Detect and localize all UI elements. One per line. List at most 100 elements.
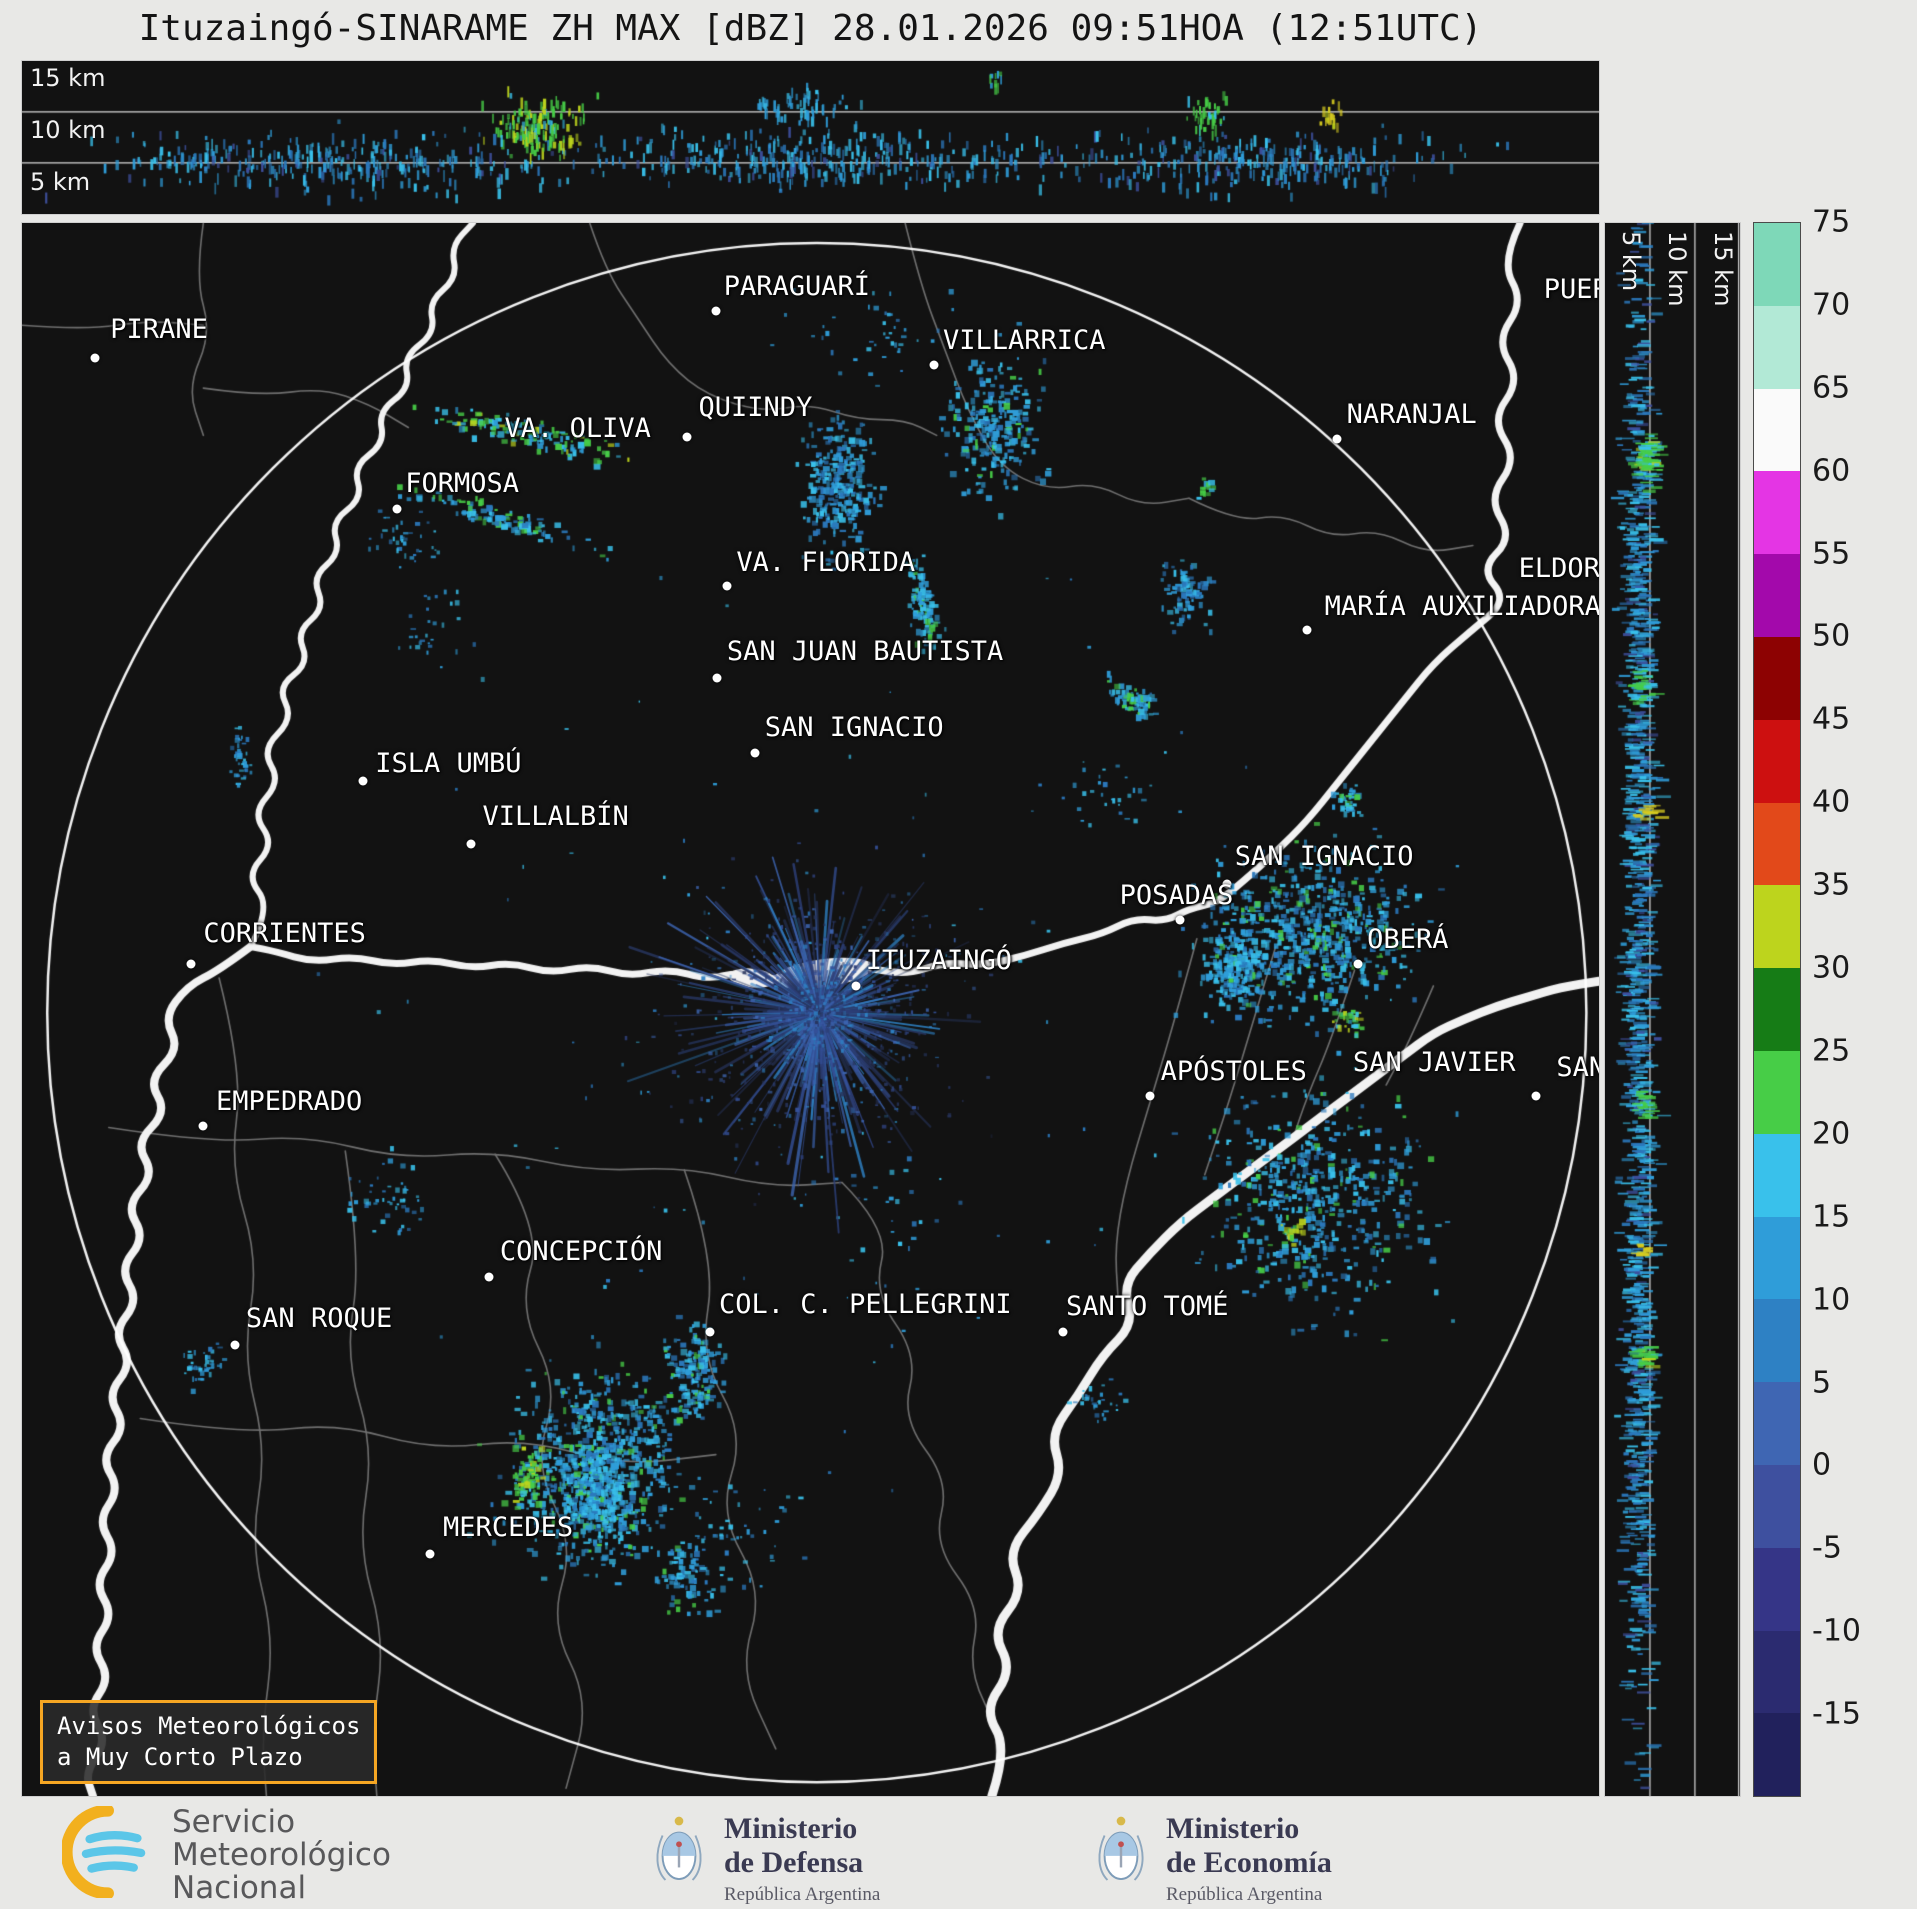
colorbar-band (1754, 885, 1800, 969)
city-dot (929, 360, 938, 370)
city-layer: PIRANE PARAGUARÍ VILLARRICA QUIINDY VA. OLIV… (22, 223, 1599, 1796)
horizontal-cross-section-panel: 15 km 10 km 5 km (21, 60, 1600, 215)
colorbar-tick-label: 70 (1812, 287, 1851, 323)
ministry-subtitle: República Argentina (724, 1884, 881, 1906)
colorbar-tick-label: 30 (1812, 950, 1851, 986)
colorbar-tick-label: 45 (1812, 701, 1851, 737)
city-dot (750, 748, 760, 758)
ministry-title-line: de Economía (1166, 1845, 1332, 1879)
colorbar-band (1754, 554, 1800, 637)
product-title: Ituzaingó-SINARAME ZH MAX [dBZ] 28.01.20… (138, 8, 1483, 49)
colorbar-band (1754, 1464, 1800, 1548)
city-dot (1058, 1327, 1068, 1337)
warning-box: Avisos Meteorológicos a Muy Corto Plazo (40, 1699, 378, 1784)
colorbar-tick-labels: 75 70 65 60 55 50 45 40 35 30 25 20 15 10 5 0 -5 -10 -15 (1812, 205, 1912, 1797)
ministry-title-line: Ministerio (1166, 1812, 1300, 1845)
colorbar-band (1754, 1630, 1800, 1714)
city-dot (1353, 959, 1363, 969)
colorbar-band (1754, 305, 1800, 389)
smn-name-line: Meteorológico (172, 1836, 391, 1873)
radar-map-canvas (22, 223, 1599, 1796)
city-label: VILLARRICA (942, 324, 1106, 356)
city-label: ISLA UMBÚ (375, 747, 522, 779)
smn-name-line: Servicio (172, 1804, 296, 1840)
reflectivity-colorbar (1753, 222, 1801, 1797)
colorbar-tick-label: 10 (1812, 1282, 1851, 1318)
city-label: PUERTO RICO (1543, 274, 1599, 306)
colorbar-tick-label: 35 (1812, 867, 1851, 903)
colorbar-tick-label: 5 (1812, 1365, 1832, 1401)
city-label: CONCEPCIÓN (499, 1235, 663, 1267)
ministry-subtitle: República Argentina (1166, 1884, 1323, 1906)
city-label: APÓSTOLES (1160, 1056, 1307, 1088)
vertical-cross-section-panel: 5 km 10 km 15 km (1604, 222, 1741, 1797)
city-label: VA. FLORIDA (736, 546, 916, 578)
colorbar-band (1754, 471, 1800, 555)
smn-logo-icon (62, 1806, 146, 1898)
coat-of-arms-icon (1098, 1816, 1144, 1881)
colorbar-tick-label: 15 (1812, 1199, 1851, 1235)
city-label: VILLALBÍN (482, 801, 629, 833)
city-dot (466, 839, 476, 849)
city-label: SAN ROQUE (245, 1303, 393, 1335)
city-dot (705, 1327, 715, 1337)
city-dot (90, 353, 100, 363)
colorbar-band (1754, 223, 1800, 306)
city-label: PARAGUARÍ (723, 271, 871, 303)
colorbar-tick-label: 25 (1812, 1033, 1851, 1069)
city-dot (198, 1121, 208, 1131)
city-dot (392, 504, 402, 514)
city-label: NARANJAL (1346, 398, 1477, 430)
colorbar-band (1754, 1216, 1800, 1300)
city-label: FORMOSA (405, 467, 519, 499)
city-label: SANTO TOMÉ (1065, 1290, 1229, 1322)
altitude-label-15km: 15 km (1709, 231, 1737, 307)
colorbar-band (1754, 636, 1800, 720)
colorbar-tick-label: 0 (1812, 1447, 1832, 1483)
colorbar-tick-label: -15 (1812, 1696, 1861, 1732)
colorbar-tick-label: 50 (1812, 618, 1851, 654)
city-dot (484, 1272, 494, 1282)
colorbar-tick-label: -5 (1812, 1530, 1842, 1566)
city-label: QUIINDY (698, 392, 813, 424)
city-label: SAN VICENTE (1556, 1051, 1599, 1083)
city-label: SAN JUAN BAUTISTA (726, 636, 1004, 668)
city-dot (711, 306, 721, 316)
city-label: ITUZAINGÓ (865, 944, 1012, 976)
ministry-economia-block: Ministerio de Economía República Argenti… (1092, 1812, 1332, 1906)
colorbar-tick-label: 60 (1812, 453, 1851, 489)
city-label: OBERÁ (1367, 924, 1449, 956)
city-dot (722, 581, 732, 591)
city-label: EMPEDRADO (215, 1086, 363, 1118)
city-label: COL. C. PELLEGRINI (719, 1289, 1012, 1321)
warning-line-2: a Muy Corto Plazo (57, 1742, 303, 1771)
colorbar-band (1754, 802, 1800, 886)
city-label: SAN IGNACIO (1234, 840, 1414, 872)
city-dot (358, 776, 368, 786)
horizontal-cross-section-canvas (22, 61, 1599, 214)
city-label: SAN IGNACIO (764, 711, 944, 743)
colorbar-tick-label: 65 (1812, 370, 1851, 406)
colorbar-band (1754, 1050, 1800, 1134)
city-dot (682, 432, 692, 442)
colorbar-band (1754, 1382, 1800, 1465)
colorbar-tick-label: -10 (1812, 1613, 1861, 1649)
city-label: VA. OLIVA (504, 412, 651, 444)
smn-name-line: Nacional (172, 1869, 307, 1906)
ministry-defensa-block: Ministerio de Defensa República Argentin… (650, 1812, 880, 1906)
colorbar-band (1754, 1713, 1800, 1797)
city-dot (851, 981, 861, 991)
altitude-label-10km: 10 km (30, 116, 106, 144)
colorbar-tick-label: 40 (1812, 784, 1851, 820)
colorbar-band (1754, 1299, 1800, 1383)
city-dot (186, 959, 196, 969)
ministry-title-line: de Defensa (724, 1845, 864, 1879)
colorbar-band (1754, 1133, 1800, 1217)
colorbar-band (1754, 719, 1800, 803)
coat-of-arms-icon (656, 1816, 702, 1881)
city-dot (712, 673, 722, 683)
city-dot (1222, 879, 1232, 889)
city-dot (1145, 1091, 1155, 1101)
altitude-label-5km: 5 km (30, 168, 91, 196)
